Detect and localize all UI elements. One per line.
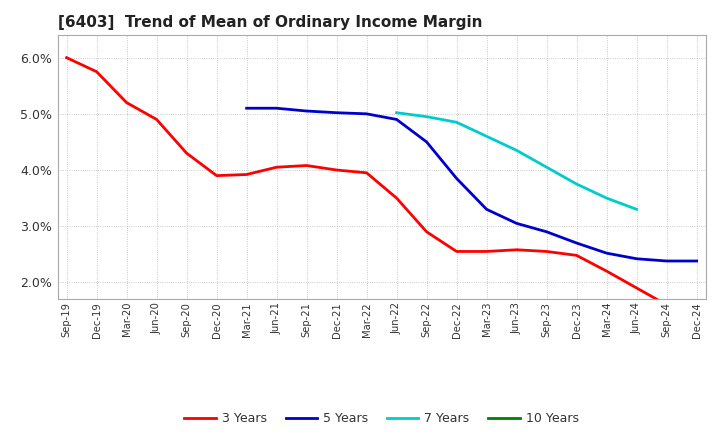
Legend: 3 Years, 5 Years, 7 Years, 10 Years: 3 Years, 5 Years, 7 Years, 10 Years	[179, 407, 584, 430]
Text: [6403]  Trend of Mean of Ordinary Income Margin: [6403] Trend of Mean of Ordinary Income …	[58, 15, 482, 30]
